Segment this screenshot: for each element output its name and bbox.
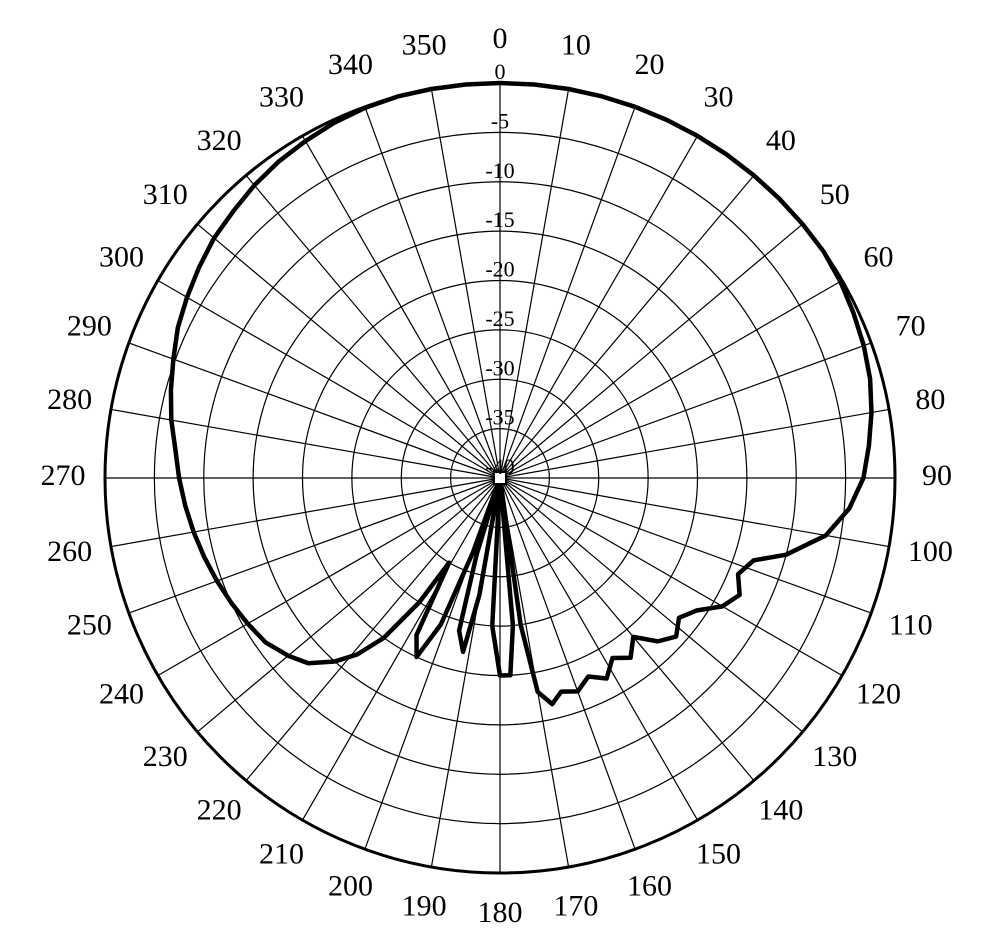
angle-tick-label: 140 (758, 794, 803, 827)
angle-tick-label: 320 (197, 124, 242, 157)
angle-tick-label: 300 (99, 240, 144, 273)
polar-chart: 0 -5 -10 -15 -20 -25 -30 -35 -40 0 10 20 30 40 50 60 70 8… (0, 0, 1000, 933)
angle-tick-label: 210 (259, 837, 304, 870)
angle-tick-label: 170 (553, 889, 598, 922)
angle-tick-label: 220 (197, 794, 242, 827)
angle-tick-label: 110 (889, 608, 933, 641)
angle-tick-label: 260 (47, 535, 92, 568)
angle-tick-label: 20 (634, 48, 664, 81)
angle-tick-label: 40 (766, 124, 796, 157)
radial-tick-label: -20 (485, 257, 514, 282)
angle-tick-label: 180 (478, 896, 523, 929)
angle-tick-label: 200 (328, 870, 373, 903)
angle-tick-label: 30 (704, 80, 734, 113)
angle-tick-label: 160 (627, 870, 672, 903)
angle-tick-label: 60 (863, 240, 893, 273)
radial-tick-label: -15 (485, 207, 514, 232)
radial-tick-label: 0 (495, 59, 506, 84)
angle-tick-label: 0 (493, 22, 508, 55)
angle-tick-label: 350 (402, 29, 447, 62)
angle-tick-label: 120 (856, 677, 901, 710)
angle-tick-label: 290 (67, 309, 112, 342)
angle-tick-label: 240 (99, 677, 144, 710)
angle-tick-label: 130 (812, 740, 857, 773)
radial-tick-label: -25 (485, 306, 514, 331)
angle-tick-label: 100 (908, 535, 953, 568)
angle-tick-label: 310 (143, 178, 188, 211)
angle-tick-label: 70 (896, 309, 926, 342)
angle-tick-label: 340 (328, 48, 373, 81)
angle-tick-label: 10 (561, 29, 591, 62)
angle-tick-label: 250 (67, 608, 112, 641)
angle-tick-label: 80 (915, 383, 945, 416)
angle-tick-label: 90 (922, 459, 952, 492)
radial-tick-label: -10 (485, 158, 514, 183)
radial-tick-label: -40 (485, 454, 514, 479)
angle-tick-label: 270 (41, 459, 86, 492)
radial-tick-label: -5 (491, 108, 509, 133)
angle-tick-label: 150 (696, 837, 741, 870)
angle-tick-label: 280 (47, 383, 92, 416)
angle-tick-label: 190 (402, 889, 447, 922)
angle-tick-label: 230 (143, 740, 188, 773)
radial-tick-label: -35 (485, 405, 514, 430)
radial-tick-label: -30 (485, 355, 514, 380)
angle-tick-label: 50 (820, 178, 850, 211)
angle-tick-label: 330 (259, 80, 304, 113)
